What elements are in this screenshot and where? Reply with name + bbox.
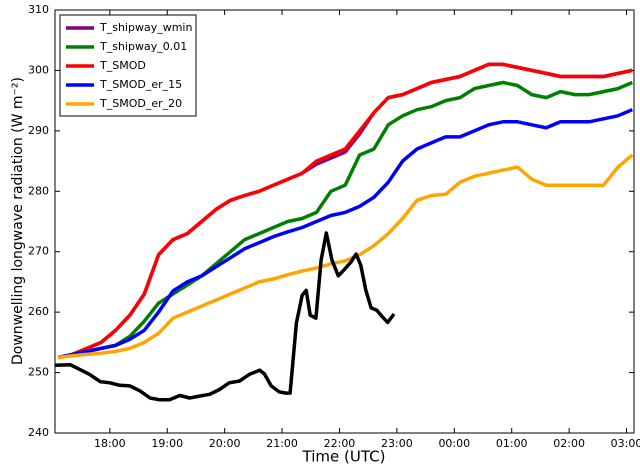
legend-label: T_SMOD_er_15 bbox=[99, 78, 182, 91]
y-tick-label: 240 bbox=[28, 426, 49, 439]
x-tick-label: 03:00 bbox=[611, 437, 640, 450]
series-line bbox=[57, 80, 633, 360]
y-tick-label: 260 bbox=[28, 305, 49, 318]
legend-label: T_SMOD_er_20 bbox=[99, 97, 182, 110]
y-tick-label: 310 bbox=[28, 3, 49, 16]
x-tick-label: 02:00 bbox=[553, 437, 585, 450]
x-tick-label: 19:00 bbox=[151, 437, 183, 450]
legend-label: T_SMOD bbox=[99, 59, 146, 72]
y-tick-label: 250 bbox=[28, 366, 49, 379]
x-tick-label: 23:00 bbox=[381, 437, 413, 450]
series-line bbox=[57, 108, 633, 360]
series-line bbox=[55, 231, 396, 402]
x-tick-label: 18:00 bbox=[94, 437, 126, 450]
series-line bbox=[57, 62, 633, 360]
y-tick-label: 300 bbox=[28, 63, 49, 76]
y-tick-label: 280 bbox=[28, 184, 49, 197]
x-tick-label: 20:00 bbox=[209, 437, 241, 450]
legend-label: T_shipway_wmin bbox=[99, 21, 192, 34]
plot-frame bbox=[54, 9, 635, 434]
x-tick-label: 01:00 bbox=[496, 437, 528, 450]
x-tick-label: 22:00 bbox=[324, 437, 356, 450]
y-tick-label: 290 bbox=[28, 124, 49, 137]
y-axis-label: Downwelling longwave radiation (W m⁻²) bbox=[10, 77, 26, 365]
x-axis-label: Time (UTC) bbox=[302, 448, 386, 466]
series-line bbox=[57, 153, 634, 360]
legend-label: T_shipway_0.01 bbox=[99, 40, 187, 53]
x-tick-label: 00:00 bbox=[438, 437, 470, 450]
x-tick-label: 21:00 bbox=[266, 437, 298, 450]
y-tick-label: 270 bbox=[28, 245, 49, 258]
